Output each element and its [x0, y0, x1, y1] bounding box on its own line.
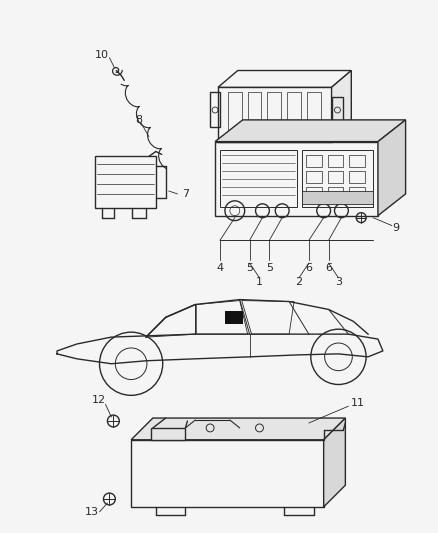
Text: 6: 6	[305, 263, 312, 273]
Bar	[95, 156, 156, 208]
Bar	[267, 92, 281, 136]
Bar	[287, 92, 301, 136]
Bar	[306, 187, 321, 199]
Text: 7: 7	[182, 189, 189, 199]
Bar	[302, 191, 373, 204]
Bar	[306, 156, 321, 167]
Bar	[350, 156, 365, 167]
Bar	[215, 142, 378, 216]
Bar	[218, 87, 332, 142]
Text: 13: 13	[85, 507, 99, 517]
Bar	[131, 440, 324, 507]
Polygon shape	[215, 120, 406, 142]
Text: 1: 1	[256, 277, 263, 287]
Text: 8: 8	[135, 115, 143, 125]
Polygon shape	[131, 418, 346, 440]
Text: 12: 12	[92, 395, 106, 405]
Bar	[225, 311, 243, 324]
Bar	[332, 97, 343, 122]
Bar	[306, 171, 321, 183]
Bar	[302, 149, 373, 207]
Text: 6: 6	[325, 263, 332, 273]
Polygon shape	[332, 70, 351, 142]
Bar	[220, 149, 297, 207]
Bar	[350, 171, 365, 183]
Bar	[328, 171, 343, 183]
Bar	[247, 92, 261, 136]
Text: 5: 5	[246, 263, 253, 273]
Text: 10: 10	[95, 50, 109, 60]
Text: 4: 4	[216, 263, 223, 273]
Bar	[307, 92, 321, 136]
Polygon shape	[324, 418, 346, 507]
Bar	[228, 92, 242, 136]
Polygon shape	[378, 120, 406, 216]
Text: 2: 2	[295, 277, 303, 287]
Text: 11: 11	[351, 398, 365, 408]
Bar	[210, 92, 220, 127]
Bar	[328, 187, 343, 199]
Text: 9: 9	[392, 222, 399, 232]
Bar	[350, 187, 365, 199]
Polygon shape	[151, 428, 185, 440]
Text: 5: 5	[266, 263, 273, 273]
Text: 3: 3	[335, 277, 342, 287]
Bar	[328, 156, 343, 167]
Polygon shape	[218, 70, 351, 87]
